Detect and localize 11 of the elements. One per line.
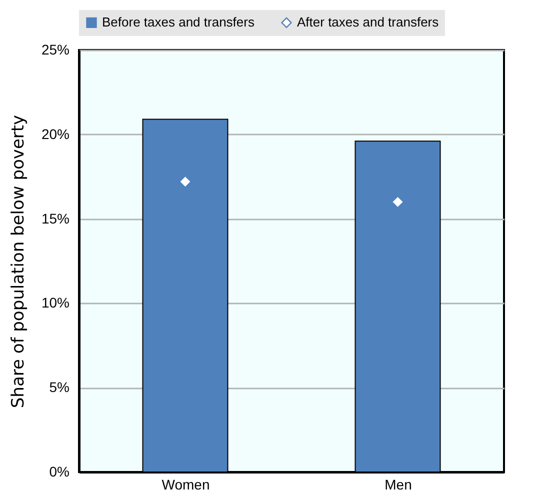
y-axis-title: Share of population below poverty — [8, 114, 28, 408]
y-tick-label: 25% — [41, 42, 70, 58]
y-tick-label: 0% — [49, 464, 70, 480]
x-tick-label: Men — [384, 476, 412, 492]
legend-label: After taxes and transfers — [297, 14, 440, 30]
y-tick-label: 10% — [41, 294, 70, 311]
x-tick-label: Women — [162, 476, 210, 492]
y-tick-label: 15% — [41, 210, 70, 226]
legend-label: Before taxes and transfers — [102, 14, 255, 30]
y-tick-label: 20% — [41, 126, 70, 142]
y-tick-label: 5% — [49, 379, 70, 396]
